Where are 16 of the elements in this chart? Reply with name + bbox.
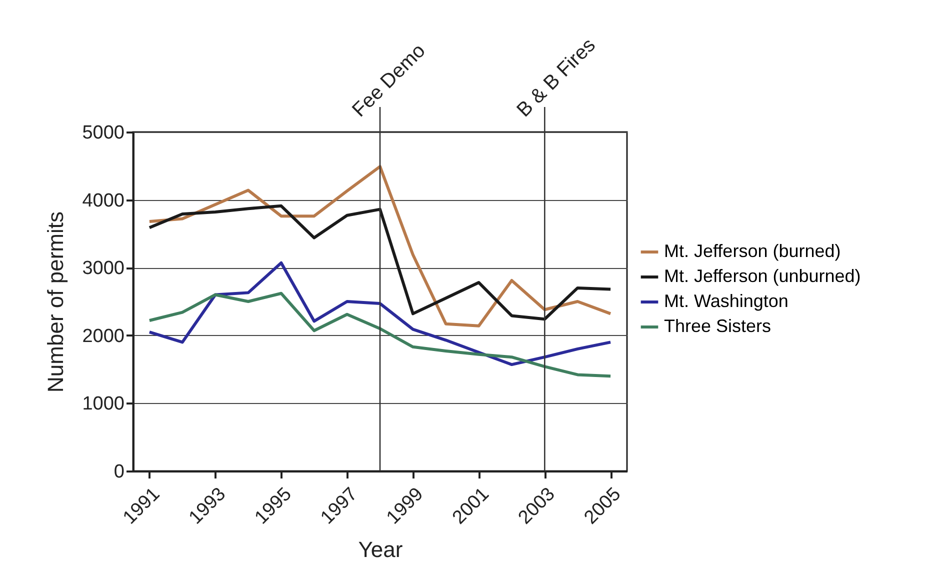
x-axis-title: Year [358,536,403,562]
legend-label: Mt. Washington [664,291,788,311]
y-tick-label: 1000 [82,394,124,415]
legend-label: Mt. Jefferson (burned) [664,241,841,261]
y-tick-label: 0 [114,462,124,482]
line-series [148,165,612,328]
line-series [148,292,612,378]
y-tick-label: 3000 [82,258,124,280]
line-series [148,261,612,366]
y-tick-label: 4000 [82,190,124,212]
y-axis-title: Number of permits [43,212,68,392]
legend-label: Three Sisters [664,316,772,336]
y-tick-label: 5000 [82,122,124,144]
legend-label: Mt. Jefferson (unburned) [664,266,861,286]
y-tick-label: 2000 [82,326,124,347]
line-series [148,204,612,321]
